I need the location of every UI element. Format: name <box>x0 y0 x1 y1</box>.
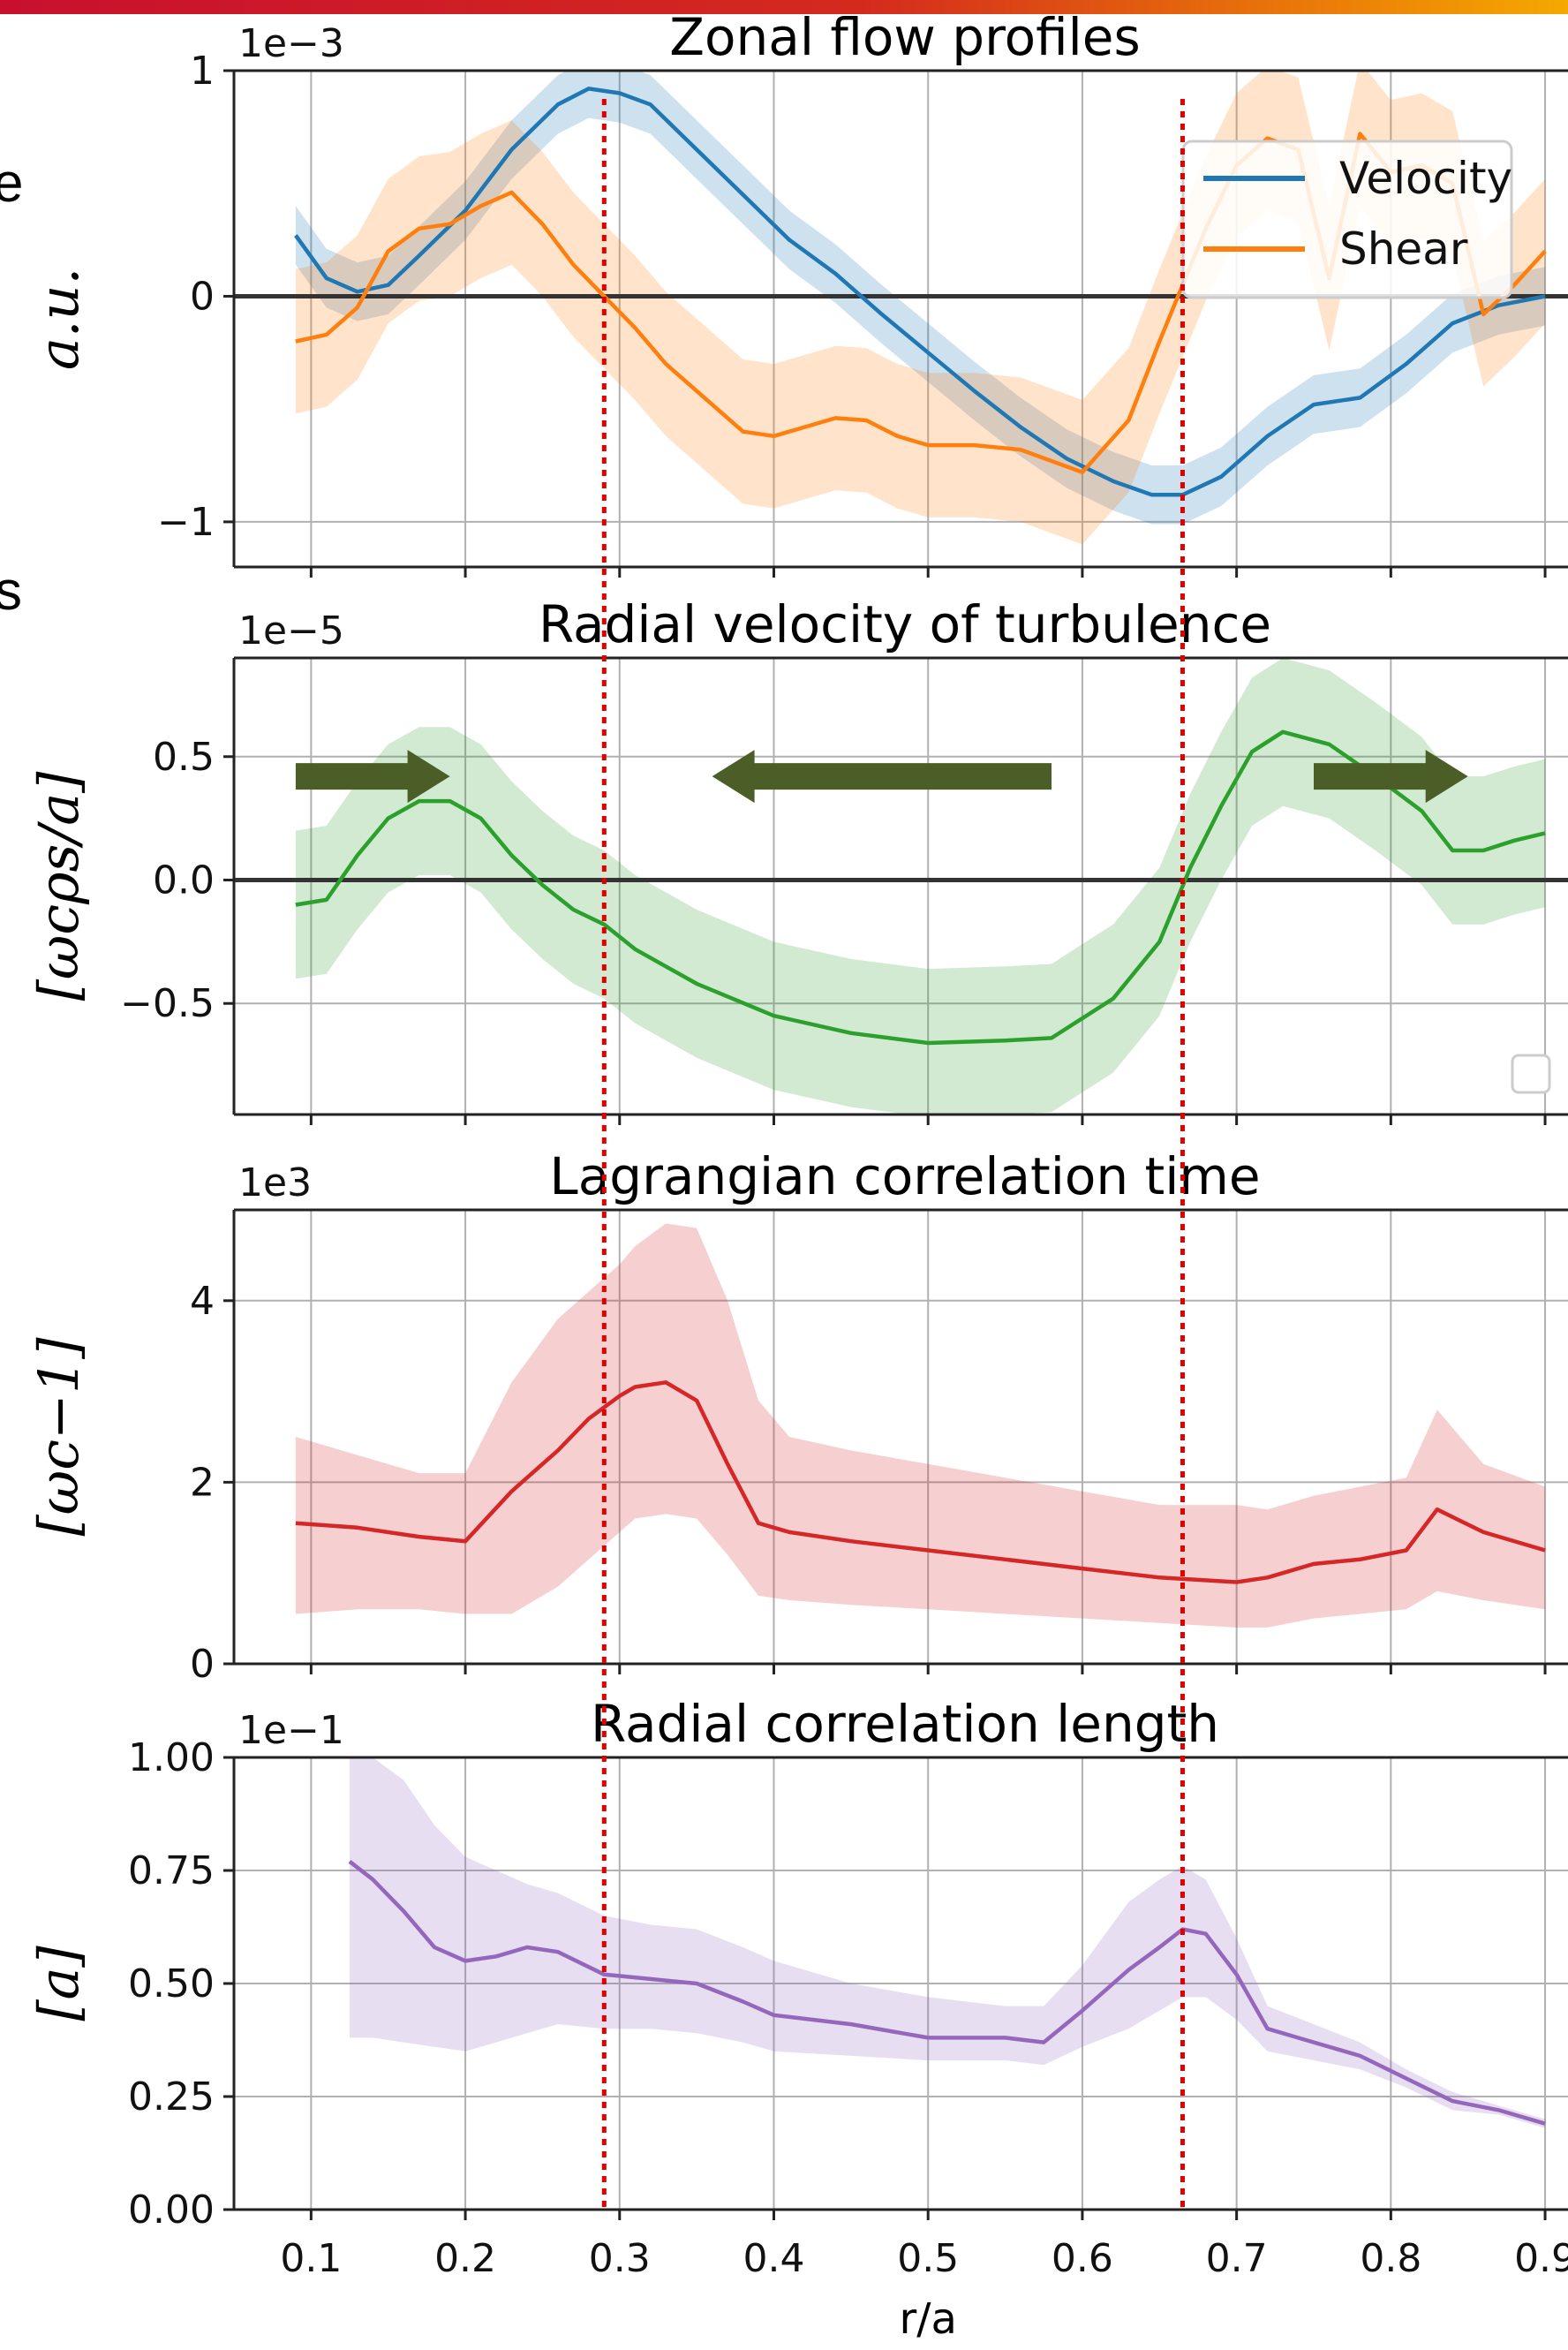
y-tick-label: 0 <box>190 1642 215 1687</box>
panel-4: 0.00 0.25 0.50 0.75 1.00 1e−1 Radial correlati… <box>26 1694 1568 2344</box>
y-tick-label: 0.5 <box>153 735 215 780</box>
x-axis-label: r/a <box>900 2294 957 2344</box>
flux-arrow-1 <box>295 750 450 804</box>
y-tick-label: 1.00 <box>128 1735 215 1780</box>
x-tick-label: 0.4 <box>743 2236 805 2281</box>
panel-1: −1 0 1 1e−3 Zonal flow profiles a.u. Velocity S… <box>26 7 1568 578</box>
header-accent-bar <box>0 0 1568 14</box>
axis-exponent: 1e−5 <box>238 608 344 654</box>
x-tick-label: 0.5 <box>897 2236 959 2281</box>
y-axis-label: a.u. <box>26 268 91 370</box>
series-line-1 <box>294 87 1546 497</box>
y-tick-label: 0 <box>190 274 215 319</box>
x-tick-label: 0.7 <box>1206 2236 1268 2281</box>
x-tick-label: 0.2 <box>434 2236 496 2281</box>
panel-3: 0 2 4 1e3 Lagrangian correlation time [ωc−1] <box>26 1146 1568 1687</box>
confidence-band-1 <box>295 1223 1546 1628</box>
plot-area <box>234 658 1568 1115</box>
confidence-band-2 <box>295 71 1546 545</box>
chart-title: Radial velocity of turbulence <box>539 594 1271 654</box>
confidence-band-1 <box>350 1757 1546 2128</box>
y-tick-label: 0.0 <box>153 858 215 903</box>
x-tick-label: 0.6 <box>1052 2236 1113 2281</box>
chart-title: Zonal flow profiles <box>669 7 1140 67</box>
plot-area <box>295 1223 1546 1628</box>
y-axis-label: [a] <box>26 1946 91 2021</box>
legend: Velocity Shear <box>1181 140 1513 299</box>
edge-fragment-2: s <box>0 561 22 622</box>
confidence-band-1 <box>295 658 1546 1115</box>
legend-label: Shear <box>1339 223 1468 275</box>
axis-exponent: 1e−1 <box>238 1708 344 1753</box>
flux-arrow-3 <box>1314 750 1468 804</box>
chart-title: Radial correlation length <box>591 1694 1219 1754</box>
y-tick-label: 1 <box>190 49 215 94</box>
y-tick-label: 0.50 <box>128 1961 215 2006</box>
x-tick-label: 0.8 <box>1360 2236 1421 2281</box>
y-axis-label: [ωcρs/a] <box>26 771 91 1001</box>
y-tick-label: −1 <box>157 500 215 545</box>
x-tick-label: 0.9 <box>1514 2236 1568 2281</box>
axis-exponent: 1e3 <box>238 1160 312 1205</box>
plot-area <box>348 1757 1546 2128</box>
legend-label: Velocity <box>1339 153 1512 204</box>
series-line-1 <box>348 1860 1546 2126</box>
y-tick-label: 0.00 <box>128 2188 215 2233</box>
series-line-1 <box>295 1380 1546 1584</box>
panel-2: −0.5 0.0 0.5 1e−5 Radial velocity of turbule… <box>26 594 1568 1125</box>
y-tick-label: −0.5 <box>120 981 215 1026</box>
y-tick-label: 2 <box>190 1460 215 1505</box>
x-tick-label: 0.3 <box>589 2236 651 2281</box>
y-tick-label: 4 <box>190 1279 215 1324</box>
y-tick-label: 0.75 <box>128 1848 215 1893</box>
chart-title: Lagrangian correlation time <box>549 1146 1260 1206</box>
empty-legend-box <box>1511 1054 1551 1094</box>
edge-fragment-1: e <box>0 153 23 214</box>
plot-area <box>234 71 1568 545</box>
flux-arrow-2 <box>712 750 1052 804</box>
y-axis-label: [ωc−1] <box>26 1337 91 1537</box>
x-tick-label: 0.1 <box>280 2236 342 2281</box>
y-tick-label: 0.25 <box>128 2074 215 2120</box>
axis-exponent: 1e−3 <box>238 21 344 66</box>
